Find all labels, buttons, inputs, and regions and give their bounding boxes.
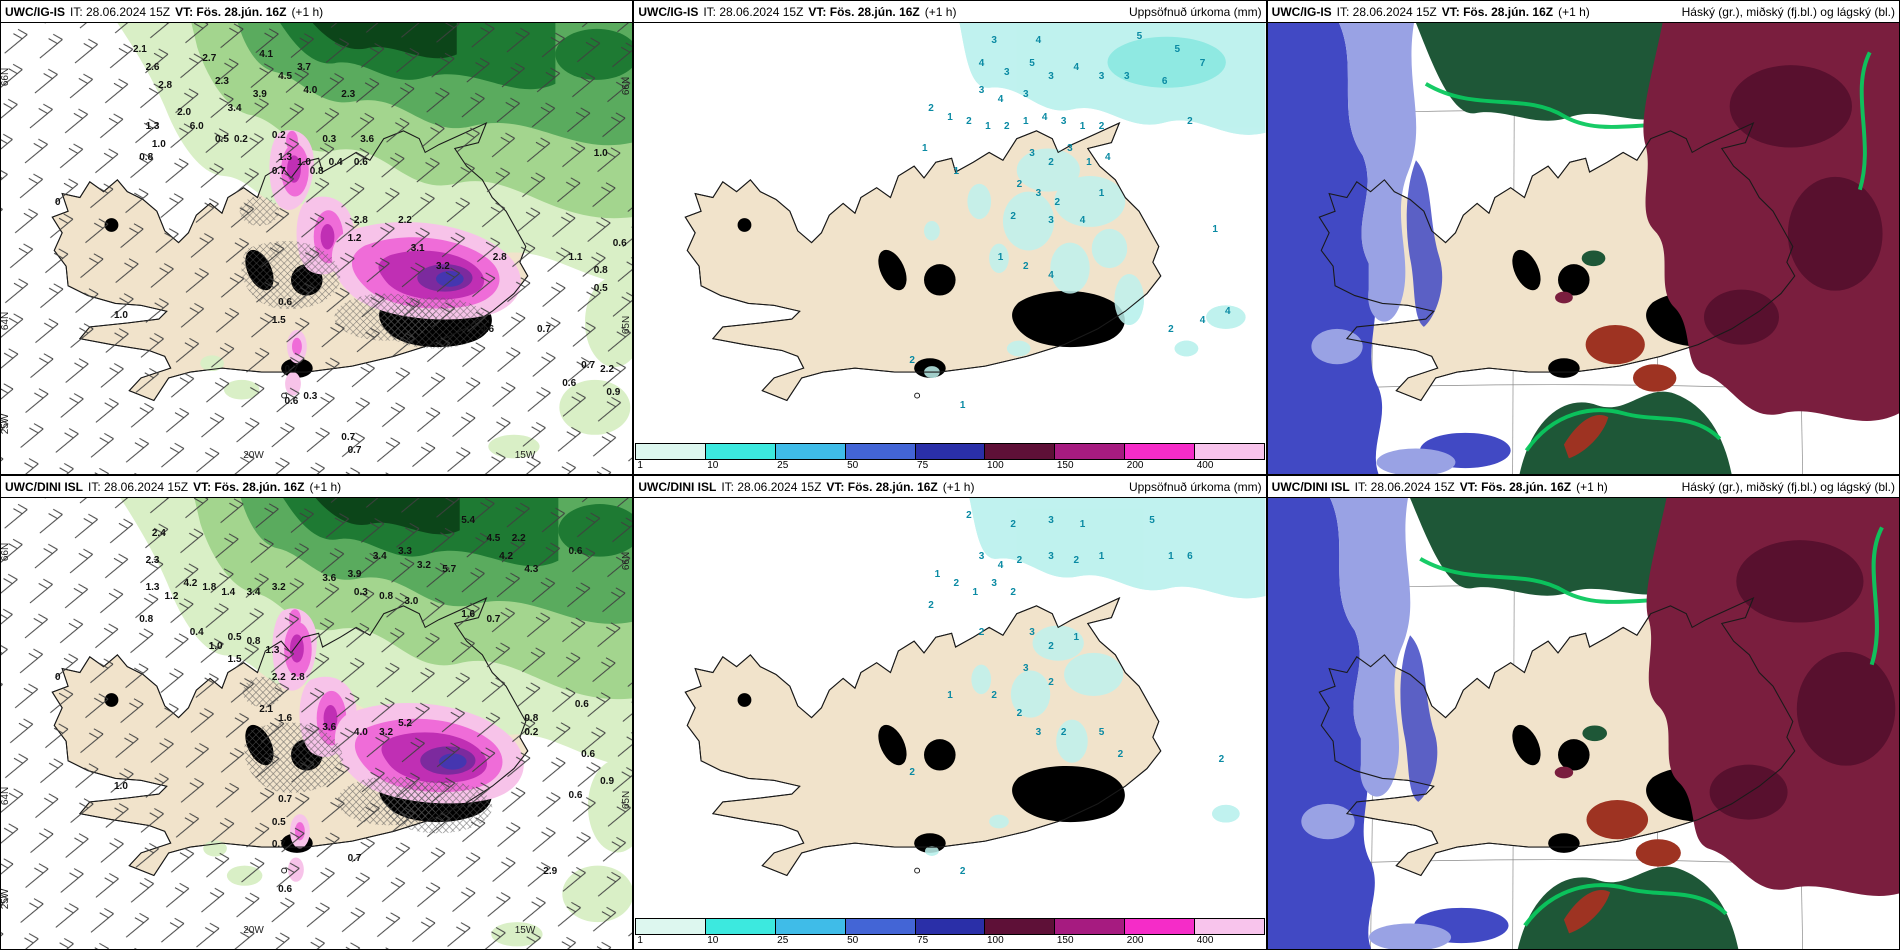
colorbar-segment <box>705 919 775 934</box>
panel-header: UWC/IG-IS IT: 28.06.2024 15Z VT: Fös. 28… <box>1 1 633 23</box>
precip-colorbar: 1 10 25 50 75 100 150 200 400 <box>634 442 1266 474</box>
panel-title: Uppsöfnuð úrkoma (mm) <box>1128 479 1262 494</box>
colorbar-segment <box>984 919 1055 934</box>
colorbar-tick: 100 <box>986 935 1004 946</box>
colorbar-segments <box>635 443 1265 460</box>
init-time: IT: 28.06.2024 15Z <box>1336 4 1437 19</box>
colorbar-segment <box>1193 444 1264 459</box>
init-time: IT: 28.06.2024 15Z <box>703 4 804 19</box>
colorbar-segment <box>1054 919 1125 934</box>
panel-header: UWC/IG-IS IT: 28.06.2024 15Z VT: Fös. 28… <box>634 1 1266 23</box>
colorbar-tick: 10 <box>707 935 719 946</box>
accumulated-precip-map <box>634 498 1266 949</box>
wind-barbs-layer <box>1 23 633 474</box>
colorbar-segment <box>1124 444 1194 459</box>
init-time: IT: 28.06.2024 15Z <box>721 479 822 494</box>
time-offset: (+1 h) <box>942 479 975 494</box>
colorbar-tick: 75 <box>917 935 929 946</box>
colorbar-tick: 200 <box>1126 460 1144 471</box>
time-offset: (+1 h) <box>309 479 342 494</box>
vestmannaeyjar-island <box>914 867 921 874</box>
panel-header: UWC/DINI ISL IT: 28.06.2024 15Z VT: Fös.… <box>634 476 1266 498</box>
map-area: 2.1 2.6 2.8 2.7 2.3 4.1 4.5 3.7 3.9 3.4 4.0 2.3 2.0 6… <box>1 23 633 474</box>
time-offset: (+1 h) <box>291 4 324 19</box>
accumulated-precip-map <box>634 23 1266 474</box>
colorbar-segment <box>844 444 915 459</box>
model-name: UWC/DINI ISL <box>1271 479 1350 494</box>
colorbar-tick: 50 <box>847 935 859 946</box>
model-name: UWC/IG-IS <box>638 4 699 19</box>
colorbar-tick: 75 <box>917 460 929 471</box>
init-time: IT: 28.06.2024 15Z <box>70 4 171 19</box>
precipitation-wind-map <box>1 23 633 474</box>
valid-time: VT: Fös. 28.jún. 16Z <box>1459 479 1572 494</box>
valid-time: VT: Fös. 28.jún. 16Z <box>826 479 938 494</box>
panel-header: UWC/DINI ISL IT: 28.06.2024 15Z VT: Fös.… <box>1267 476 1899 498</box>
colorbar-ticks: 1 10 25 50 75 100 150 200 400 <box>635 460 1264 474</box>
cloud-cover-map <box>1267 498 1899 949</box>
colorbar-segment <box>914 919 985 934</box>
colorbar-tick: 1 <box>637 935 643 946</box>
panel-header: UWC/IG-IS IT: 28.06.2024 15Z VT: Fös. 28… <box>1267 1 1899 23</box>
colorbar-segment <box>705 444 775 459</box>
colorbar-tick: 50 <box>847 460 859 471</box>
map-area <box>1267 498 1899 949</box>
model-name: UWC/DINI ISL <box>638 479 717 494</box>
colorbar-tick: 1 <box>637 460 643 471</box>
colorbar-segment <box>1054 444 1125 459</box>
valid-time: VT: Fös. 28.jún. 16Z <box>193 479 305 494</box>
valid-time: VT: Fös. 28.jún. 16Z <box>175 4 287 19</box>
cloud-cover-map <box>1267 23 1899 474</box>
colorbar-segment <box>1193 919 1264 934</box>
wind-barbs-layer <box>1 498 633 949</box>
colorbar-tick: 25 <box>777 460 789 471</box>
model-name: UWC/DINI ISL <box>5 479 83 494</box>
colorbar-tick: 150 <box>1056 935 1074 946</box>
map-area: 2.4 2.3 5.4 4.5 2.2 0.6 3.4 3.3 3.2 5.7 4.2 4.3 3.9 3… <box>1 498 633 949</box>
time-offset: (+1 h) <box>924 4 957 19</box>
colorbar-tick: 150 <box>1056 460 1074 471</box>
precipitation-wind-map <box>1 498 633 949</box>
precip-colorbar: 1 10 25 50 75 100 150 200 400 <box>634 917 1266 949</box>
colorbar-segment <box>1124 919 1194 934</box>
colorbar-segments <box>635 918 1265 935</box>
colorbar-segment <box>844 919 915 934</box>
colorbar-segment <box>774 919 845 934</box>
colorbar-segment <box>636 444 706 459</box>
panel-top-right: UWC/IG-IS IT: 28.06.2024 15Z VT: Fös. 28… <box>1266 0 1900 475</box>
panel-header: UWC/DINI ISL IT: 28.06.2024 15Z VT: Fös.… <box>1 476 633 498</box>
panel-top-middle: UWC/IG-IS IT: 28.06.2024 15Z VT: Fös. 28… <box>633 0 1267 475</box>
colorbar-ticks: 1 10 25 50 75 100 150 200 400 <box>635 935 1264 949</box>
panel-title: Uppsöfnuð úrkoma (mm) <box>1128 4 1262 19</box>
colorbar-segment <box>774 444 845 459</box>
colorbar-tick: 200 <box>1126 935 1144 946</box>
panel-title: Háský (gr.), miðský (fj.bl.) og lágský (… <box>1681 479 1895 494</box>
colorbar-tick: 10 <box>707 460 719 471</box>
vestmannaeyjar-island <box>914 392 921 399</box>
panel-bottom-right: UWC/DINI ISL IT: 28.06.2024 15Z VT: Fös.… <box>1266 475 1900 950</box>
panel-top-left: UWC/IG-IS IT: 28.06.2024 15Z VT: Fös. 28… <box>0 0 634 475</box>
time-offset: (+1 h) <box>1558 4 1590 19</box>
init-time: IT: 28.06.2024 15Z <box>88 479 189 494</box>
colorbar-segment <box>636 919 706 934</box>
colorbar-tick: 100 <box>986 460 1004 471</box>
init-time: IT: 28.06.2024 15Z <box>1354 479 1455 494</box>
map-area <box>1267 23 1899 474</box>
colorbar-segment <box>984 444 1055 459</box>
colorbar-tick: 400 <box>1196 460 1214 471</box>
valid-time: VT: Fös. 28.jún. 16Z <box>808 4 920 19</box>
model-name: UWC/IG-IS <box>1271 4 1332 19</box>
colorbar-segment <box>914 444 985 459</box>
colorbar-tick: 400 <box>1196 935 1214 946</box>
time-offset: (+1 h) <box>1576 479 1608 494</box>
panel-bottom-middle: UWC/DINI ISL IT: 28.06.2024 15Z VT: Fös.… <box>633 475 1267 950</box>
valid-time: VT: Fös. 28.jún. 16Z <box>1441 4 1554 19</box>
panel-title: Háský (gr.), miðský (fj.bl.) og lágský (… <box>1681 4 1895 19</box>
panel-bottom-left: UWC/DINI ISL IT: 28.06.2024 15Z VT: Fös.… <box>0 475 634 950</box>
model-name: UWC/IG-IS <box>5 4 65 19</box>
colorbar-tick: 25 <box>777 935 789 946</box>
